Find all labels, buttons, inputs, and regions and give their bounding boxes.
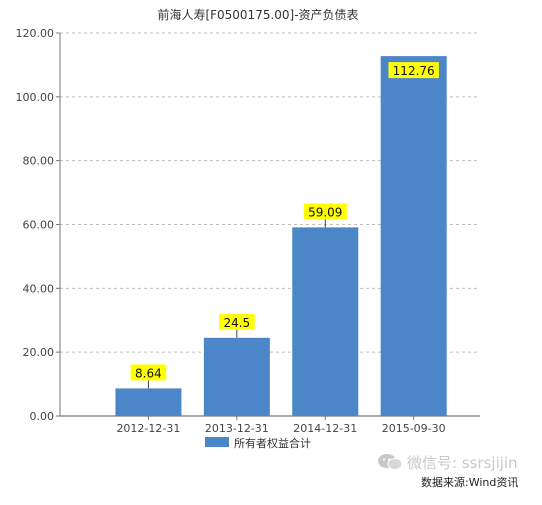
bar bbox=[203, 337, 270, 416]
data-label: 59.09 bbox=[308, 205, 342, 219]
data-label: 24.5 bbox=[223, 316, 250, 330]
watermark: 微信号: ssrsjijin bbox=[377, 452, 518, 473]
bar bbox=[380, 56, 447, 416]
y-tick-label: 120.00 bbox=[16, 27, 55, 40]
y-tick-label: 40.00 bbox=[23, 282, 55, 295]
data-label-bg bbox=[219, 313, 255, 330]
y-tick-label: 20.00 bbox=[23, 346, 55, 359]
wechat-icon bbox=[378, 454, 403, 470]
bar bbox=[292, 227, 359, 416]
legend: 所有者权益合计 bbox=[205, 436, 311, 450]
x-tick-label: 2014-12-31 bbox=[293, 422, 357, 435]
legend-label: 所有者权益合计 bbox=[234, 436, 311, 450]
data-label: 8.64 bbox=[135, 366, 162, 380]
x-tick-label: 2013-12-31 bbox=[205, 422, 269, 435]
y-tick-label: 0.00 bbox=[30, 410, 55, 423]
bar bbox=[115, 388, 182, 416]
chart-title: 前海人寿[F0500175.00]-资产负债表 bbox=[157, 7, 358, 22]
data-labels: 8.64 24.5 59.09 112.76 bbox=[130, 62, 439, 389]
data-label-bg bbox=[388, 62, 439, 79]
x-ticks: 2012-12-31 2013-12-31 2014-12-31 2015-09-30 bbox=[116, 416, 446, 435]
source-note: 数据来源:Wind资讯 bbox=[421, 476, 519, 489]
y-ticks: 0.00 20.00 40.00 60.00 80.00 100.00 120.00 bbox=[16, 27, 60, 423]
y-tick-label: 60.00 bbox=[23, 219, 55, 232]
x-tick-label: 2015-09-30 bbox=[382, 422, 446, 435]
bars bbox=[115, 56, 447, 416]
watermark-text: 微信号: ssrsjijin bbox=[407, 454, 518, 472]
legend-swatch bbox=[205, 437, 229, 447]
y-tick-label: 100.00 bbox=[16, 91, 55, 104]
y-tick-label: 80.00 bbox=[23, 155, 55, 168]
data-label-bg bbox=[130, 364, 167, 381]
x-tick-label: 2012-12-31 bbox=[116, 422, 180, 435]
data-label-bg bbox=[303, 203, 347, 220]
data-label: 112.76 bbox=[393, 64, 435, 78]
